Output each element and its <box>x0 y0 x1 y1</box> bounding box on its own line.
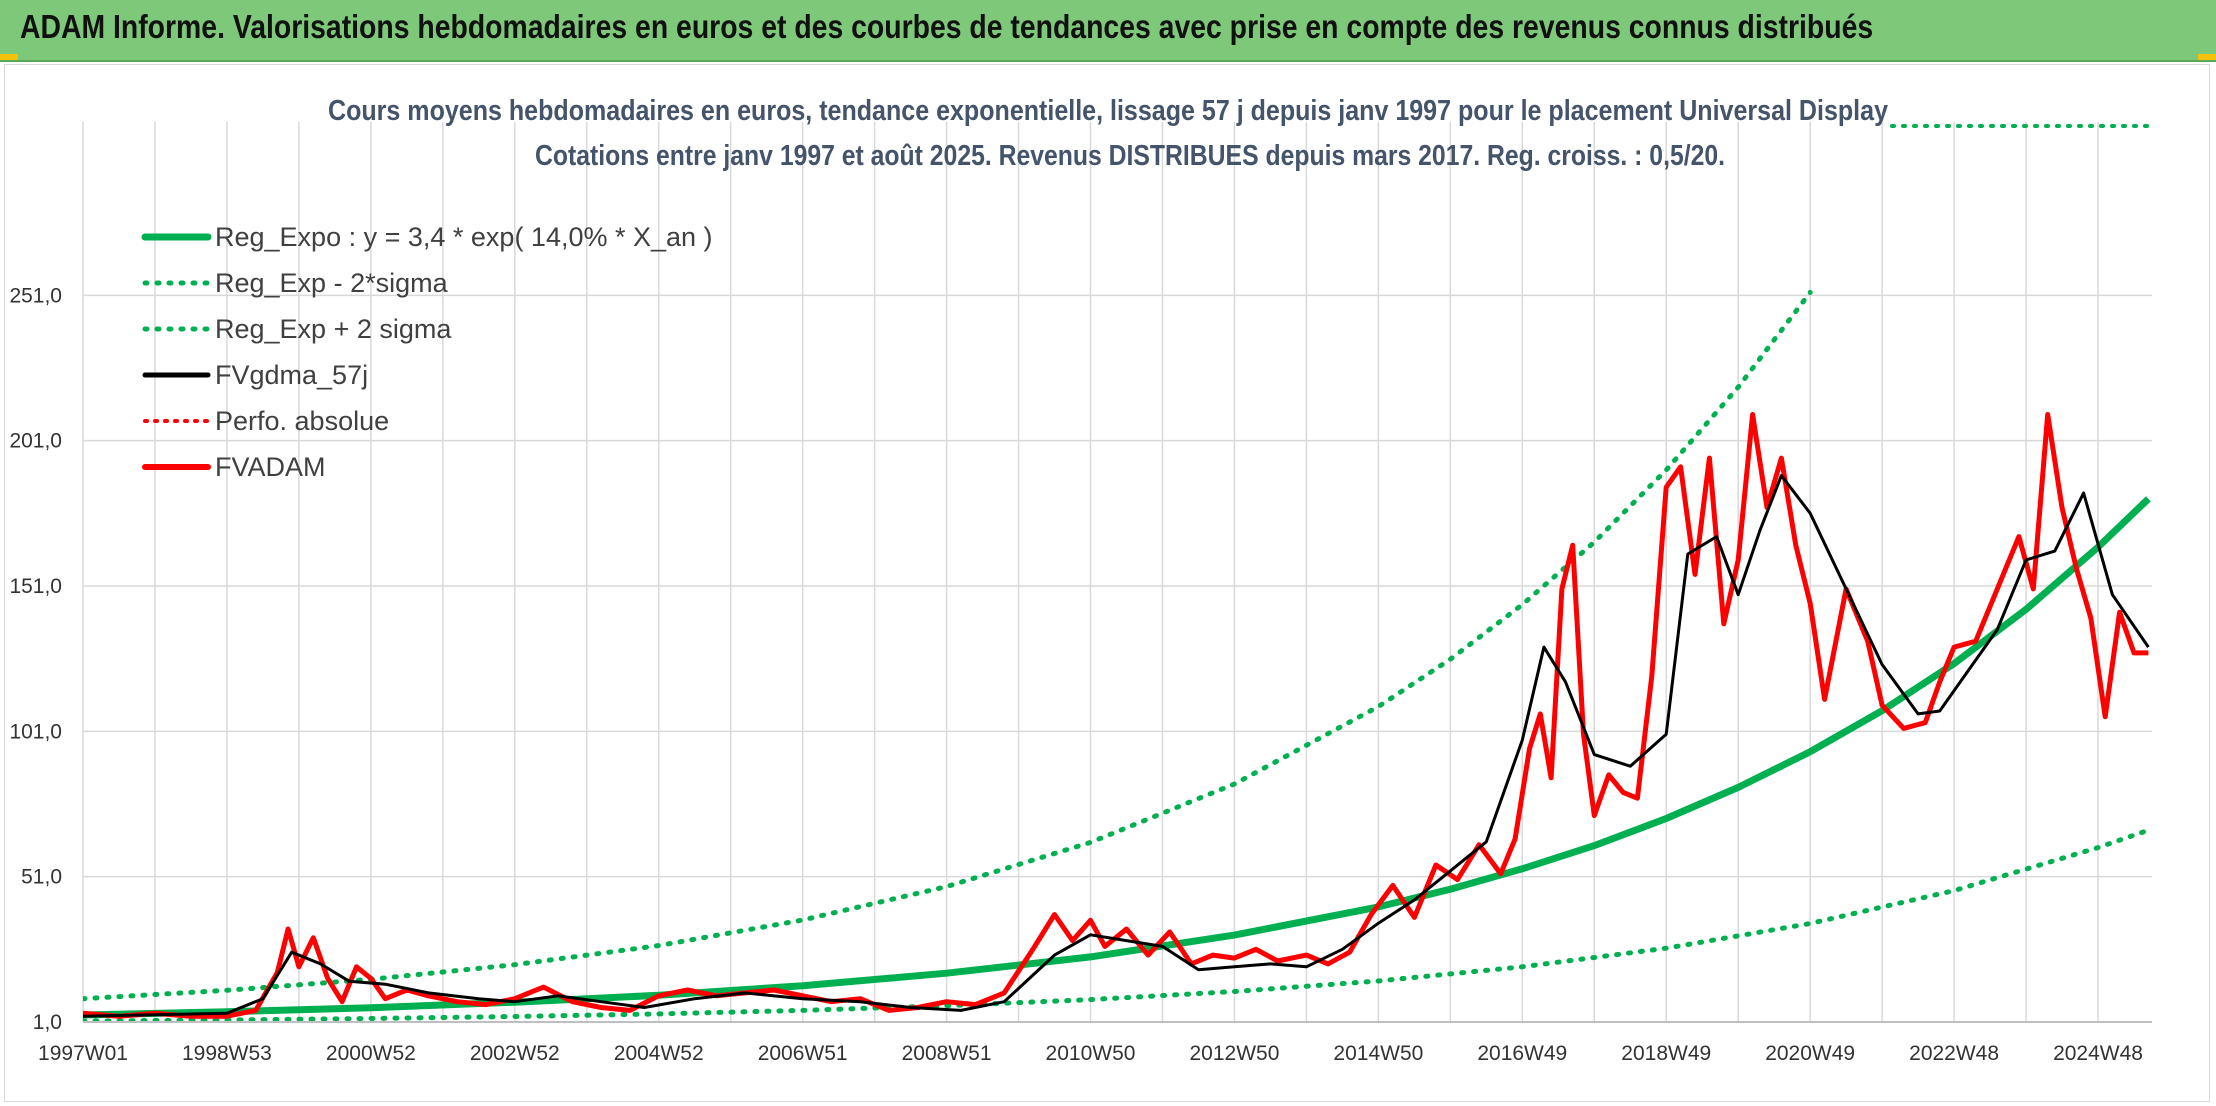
legend-label: Reg_Exp - 2*sigma <box>215 268 449 298</box>
legend-label: Reg_Expo : y = 3,4 * exp( 14,0% * X_an ) <box>215 222 713 252</box>
series-line-1 <box>83 827 2151 1022</box>
y-tick-label: 151,0 <box>9 575 62 598</box>
x-tick-label: 2002W52 <box>470 1042 560 1065</box>
y-tick-label: 201,0 <box>9 430 62 453</box>
series-layer <box>83 289 2151 1022</box>
x-tick-label: 2022W48 <box>1909 1042 1999 1065</box>
chart-title: Cours moyens hebdomadaires en euros, ten… <box>328 95 1888 127</box>
legend-label: FVgdma_57j <box>215 360 368 390</box>
y-tick-label: 251,0 <box>9 284 62 307</box>
x-tick-label: 2006W51 <box>758 1042 848 1065</box>
axes: 1,0 51,0 101,0 151,0 201,0 251,0 1997W01 1998W5… <box>9 284 2152 1065</box>
series-line-4 <box>83 412 2149 1019</box>
x-tick-label: 2014W50 <box>1333 1042 1423 1065</box>
x-tick-label: 2012W50 <box>1189 1042 1279 1065</box>
header-bar: ADAM Informe. Valorisations hebdomadaire… <box>0 0 2216 62</box>
x-tick-label: 2024W48 <box>2053 1042 2143 1065</box>
series-line-0 <box>83 496 2151 1019</box>
x-tick-label: 1998W53 <box>182 1042 272 1065</box>
y-tick-label: 1,0 <box>33 1011 62 1034</box>
x-tick-label: 1997W01 <box>38 1042 128 1065</box>
page-title: ADAM Informe. Valorisations hebdomadaire… <box>20 8 1874 45</box>
x-tick-label: 2008W51 <box>902 1042 992 1065</box>
legend: Reg_Expo : y = 3,4 * exp( 14,0% * X_an )… <box>141 222 713 482</box>
legend-label: Reg_Exp + 2 sigma <box>215 314 452 344</box>
x-tick-label: 2018W49 <box>1621 1042 1711 1065</box>
corner-mark-right <box>2198 54 2216 60</box>
x-tick-label: 2004W52 <box>614 1042 704 1065</box>
legend-label: FVADAM <box>215 452 326 482</box>
x-tick-label: 2020W49 <box>1765 1042 1855 1065</box>
x-tick-label: 2010W50 <box>1046 1042 1136 1065</box>
y-tick-label: 101,0 <box>9 720 62 743</box>
x-tick-label: 2016W49 <box>1477 1042 1567 1065</box>
series-line-3 <box>83 474 2150 1018</box>
x-tick-label: 2000W52 <box>326 1042 416 1065</box>
chart-subtitle: Cotations entre janv 1997 et août 2025. … <box>535 140 1725 172</box>
grid <box>82 122 2152 1023</box>
y-tick-label: 51,0 <box>21 866 62 889</box>
legend-label: Perfo. absolue <box>215 406 389 436</box>
chart-frame <box>4 64 2210 1102</box>
corner-mark-left <box>0 54 18 60</box>
series-line-2 <box>83 289 1813 1002</box>
